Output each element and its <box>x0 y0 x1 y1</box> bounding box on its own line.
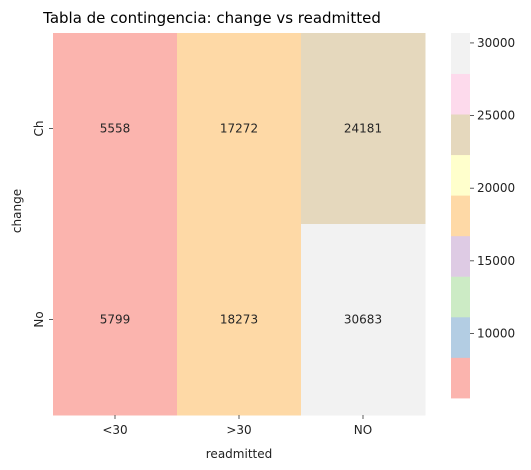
colorbar-segment <box>451 154 470 196</box>
chart-title: Tabla de contingencia: change vs readmit… <box>42 9 381 27</box>
colorbar <box>451 33 470 399</box>
heatmap-cell <box>177 224 302 416</box>
cell-annotation: 17272 <box>220 122 258 136</box>
y-tick-label: No <box>32 311 46 327</box>
colorbar-segment <box>451 114 470 156</box>
cell-annotation: 18273 <box>220 313 258 327</box>
cell-annotation: 24181 <box>344 122 382 136</box>
colorbar-segment <box>451 357 470 399</box>
heatmap-cell <box>53 224 178 416</box>
colorbar-segment <box>451 276 470 318</box>
colorbar-segment <box>451 316 470 358</box>
cell-annotation: 5558 <box>100 122 131 136</box>
heatmap-cell <box>301 33 426 225</box>
heatmap-cell <box>177 33 302 225</box>
y-tick-label: Ch <box>32 121 46 137</box>
colorbar-tick-label: 10000 <box>477 326 515 340</box>
colorbar-segment <box>451 235 470 277</box>
colorbar-tick-label: 30000 <box>477 36 515 50</box>
y-axis-label: change <box>10 189 24 233</box>
cell-annotation: 30683 <box>344 313 382 327</box>
colorbar-segment <box>451 195 470 237</box>
x-axis-label: readmitted <box>206 447 272 461</box>
cell-annotations: 5558 17272 24181 5799 18273 30683 <box>100 122 382 327</box>
colorbar-tick-label: 20000 <box>477 181 515 195</box>
heatmap-cell <box>301 224 426 416</box>
heatmap-cells <box>53 33 426 416</box>
x-tick-label: <30 <box>102 423 127 437</box>
x-tick-label: NO <box>354 423 372 437</box>
cell-annotation: 5799 <box>100 313 131 327</box>
colorbar-ticks: 10000 15000 20000 25000 30000 <box>470 36 515 340</box>
colorbar-tick-label: 25000 <box>477 109 515 123</box>
x-axis-ticks: <30 >30 NO <box>102 415 372 437</box>
x-tick-label: >30 <box>226 423 251 437</box>
heatmap-cell <box>53 33 178 225</box>
colorbar-segment <box>451 33 470 74</box>
colorbar-tick-label: 15000 <box>477 254 515 268</box>
colorbar-segment <box>451 73 470 115</box>
y-axis-ticks: Ch No <box>32 121 53 328</box>
